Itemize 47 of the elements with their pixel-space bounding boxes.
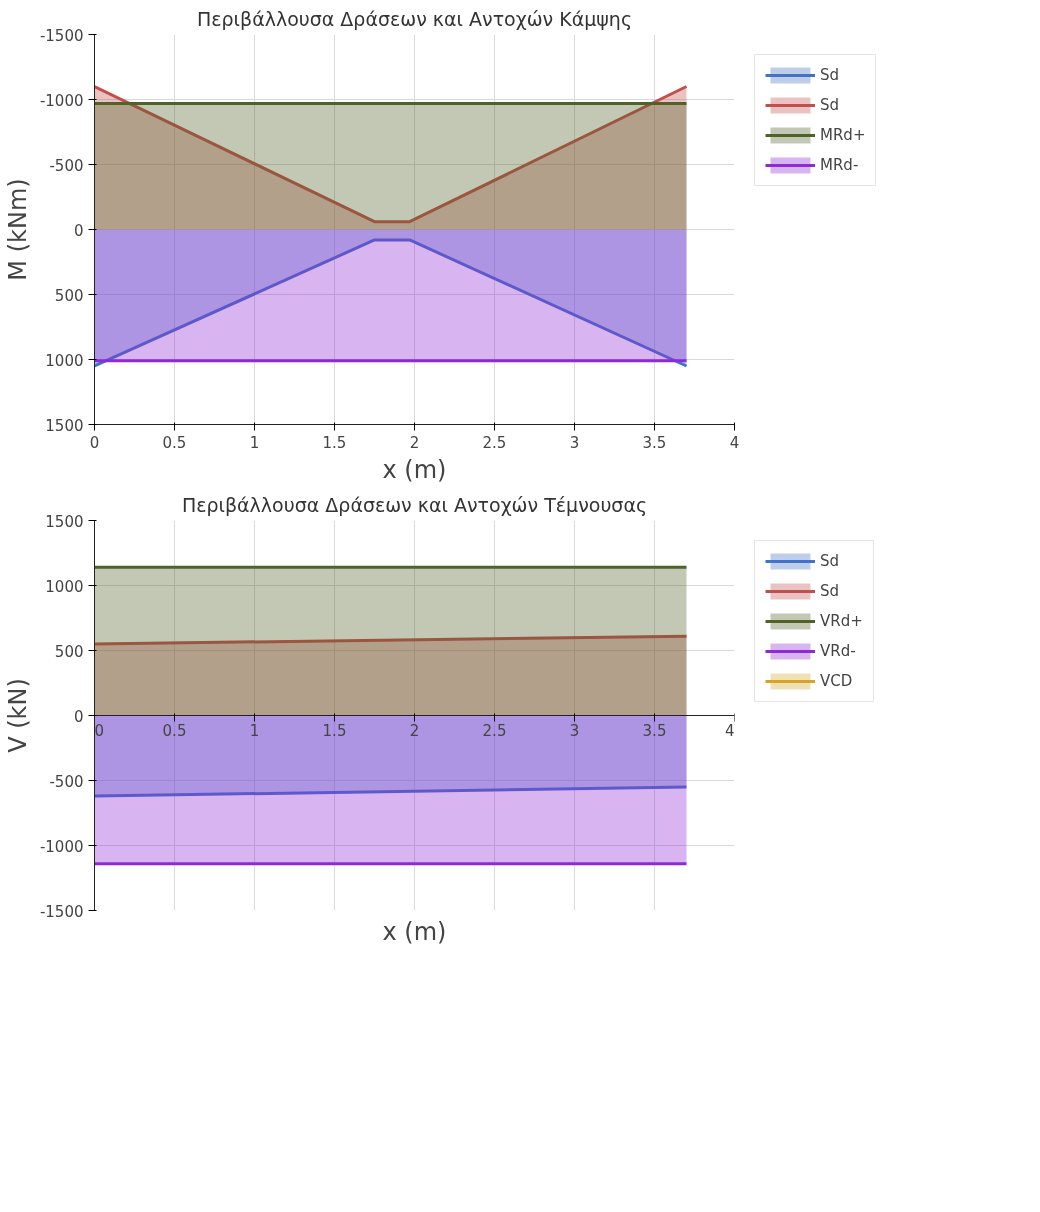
y-tick-label: -1000 bbox=[39, 837, 84, 856]
y-tick-label: -1000 bbox=[39, 91, 84, 110]
y-tick-label: -1500 bbox=[39, 26, 84, 45]
x-tick-label: 0.5 bbox=[162, 433, 187, 452]
x-tick-label: 2.5 bbox=[482, 433, 507, 452]
x-tick-label: 1 bbox=[249, 721, 260, 740]
legend-label: Sd bbox=[820, 552, 840, 570]
x-tick-label: 1 bbox=[249, 433, 260, 452]
x-tick-label: 3.5 bbox=[642, 433, 667, 452]
y-tick-label: -500 bbox=[49, 156, 84, 175]
y-tick-label: 1500 bbox=[45, 416, 84, 435]
x-tick-label: 1.5 bbox=[322, 433, 347, 452]
legend-label: VRd- bbox=[820, 642, 856, 660]
y-tick-label: 0 bbox=[73, 221, 84, 240]
legend-label: VCD bbox=[820, 672, 853, 690]
y-axis-title: M (kNm) bbox=[3, 178, 32, 281]
x-axis-title: x (m) bbox=[382, 455, 447, 484]
chart-title: Περιβάλλουσα Δράσεων και Αντοχών Κάμψης bbox=[196, 7, 633, 30]
legend-label: Sd bbox=[820, 66, 840, 84]
legend-label: Sd bbox=[820, 96, 840, 114]
x-tick-label: 1.5 bbox=[322, 721, 347, 740]
y-tick-label: 1000 bbox=[45, 577, 84, 596]
x-tick-label: 4 bbox=[724, 721, 735, 740]
legend-label: MRd+ bbox=[820, 126, 866, 144]
x-tick-label: 2 bbox=[409, 721, 420, 740]
x-tick-label: 3 bbox=[569, 433, 580, 452]
y-tick-label: -500 bbox=[49, 772, 84, 791]
x-tick-label: 2 bbox=[409, 433, 420, 452]
legend-label: MRd- bbox=[820, 156, 859, 174]
y-tick-label: 500 bbox=[54, 286, 84, 305]
x-tick-label: 0 bbox=[89, 433, 100, 452]
x-tick-label: 4 bbox=[729, 433, 740, 452]
x-tick-label: 3.5 bbox=[642, 721, 667, 740]
chart-title: Περιβάλλουσα Δράσεων και Αντοχών Τέμνουσας bbox=[181, 493, 648, 516]
x-tick-label: 0.5 bbox=[162, 721, 187, 740]
x-tick-label: 2.5 bbox=[482, 721, 507, 740]
legend-label: Sd bbox=[820, 582, 840, 600]
y-tick-label: -1500 bbox=[39, 902, 84, 921]
y-axis-title: V (kN) bbox=[3, 678, 32, 753]
x-tick-label: 0 bbox=[94, 721, 105, 740]
y-tick-label: 1000 bbox=[45, 351, 84, 370]
y-tick-label: 500 bbox=[54, 642, 84, 661]
legend-label: VRd+ bbox=[820, 612, 863, 630]
y-tick-label: 0 bbox=[73, 707, 84, 726]
y-tick-label: 1500 bbox=[45, 512, 84, 531]
x-tick-label: 3 bbox=[569, 721, 580, 740]
x-axis-title: x (m) bbox=[382, 917, 447, 946]
